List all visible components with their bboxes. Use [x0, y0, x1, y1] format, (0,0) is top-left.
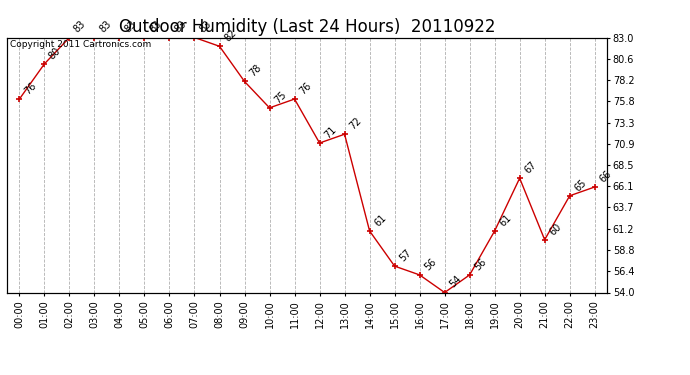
Text: 83: 83: [147, 19, 163, 35]
Text: 76: 76: [297, 81, 313, 96]
Text: 76: 76: [22, 81, 38, 96]
Text: 66: 66: [598, 168, 613, 184]
Text: 61: 61: [497, 212, 513, 228]
Text: 75: 75: [273, 89, 288, 105]
Text: 71: 71: [322, 124, 338, 140]
Text: 67: 67: [522, 160, 538, 176]
Text: 57: 57: [397, 248, 413, 263]
Text: 82: 82: [222, 28, 238, 44]
Text: 56: 56: [422, 256, 438, 272]
Text: 83: 83: [72, 19, 88, 35]
Title: Outdoor Humidity (Last 24 Hours)  20110922: Outdoor Humidity (Last 24 Hours) 2011092…: [119, 18, 495, 36]
Text: 72: 72: [347, 116, 363, 132]
Text: 83: 83: [172, 19, 188, 35]
Text: 56: 56: [473, 256, 489, 272]
Text: 78: 78: [247, 63, 263, 79]
Text: 83: 83: [197, 19, 213, 35]
Text: 80: 80: [47, 45, 63, 61]
Text: 61: 61: [373, 212, 388, 228]
Text: Copyright 2011 Cartronics.com: Copyright 2011 Cartronics.com: [10, 40, 151, 49]
Text: 83: 83: [97, 19, 113, 35]
Text: 83: 83: [122, 19, 138, 35]
Text: 60: 60: [547, 221, 563, 237]
Text: 65: 65: [573, 177, 589, 193]
Text: 54: 54: [447, 274, 463, 290]
